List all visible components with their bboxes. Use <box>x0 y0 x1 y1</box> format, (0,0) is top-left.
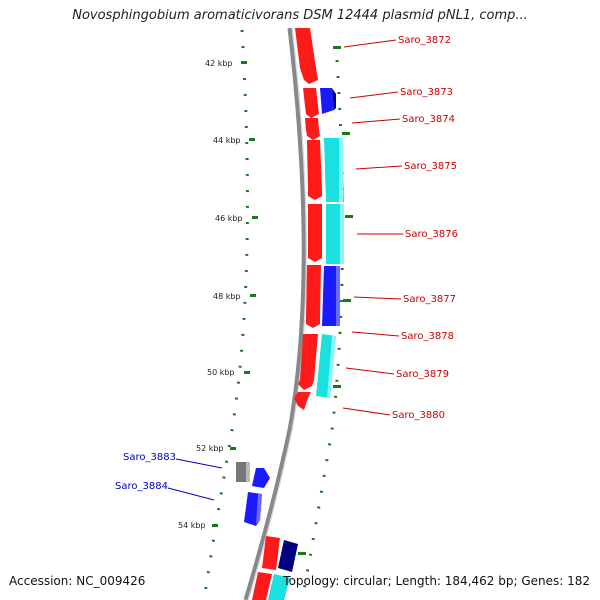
gene-red-3872 <box>295 28 318 84</box>
outer-marker-ticks <box>298 46 353 555</box>
gene-label-saro-3875: Saro_3875 <box>404 161 457 172</box>
gene-label-saro-3877: Saro_3877 <box>403 294 456 305</box>
gene-label-saro-3874: Saro_3874 <box>402 114 455 125</box>
gene-red-bottom-2 <box>252 572 272 600</box>
tick-label-50: 50 kbp <box>207 368 235 377</box>
gene-red-3874 <box>305 118 320 140</box>
plasmid-backbone <box>243 27 307 600</box>
gene-label-saro-3872: Saro_3872 <box>398 35 451 46</box>
tick-label-42: 42 kbp <box>205 59 233 68</box>
accession-text: Accession: NC_009426 <box>9 574 146 588</box>
gene-label-saro-3884: Saro_3884 <box>115 481 168 492</box>
gene-label-saro-3879: Saro_3879 <box>396 369 449 380</box>
gene-blue-3873 <box>320 88 336 114</box>
gene-red-3875 <box>307 140 322 200</box>
gene-red-3879 <box>298 334 318 390</box>
gene-labels: Saro_3872 Saro_3873 Saro_3874 Saro_3875 … <box>115 35 458 492</box>
gene-red-bottom-1 <box>262 536 280 570</box>
tick-label-48: 48 kbp <box>213 292 241 301</box>
gene-navy-bottom <box>278 540 298 572</box>
ticks <box>212 61 258 527</box>
gene-gray-3883 <box>236 462 250 482</box>
summary-text: Topology: circular; Length: 184,462 bp; … <box>283 574 590 588</box>
gene-blue-3877 <box>322 266 340 326</box>
map-title: Novosphingobium aromaticivorans DSM 1244… <box>72 8 528 23</box>
gene-cyan-3876 <box>326 204 344 264</box>
gene-label-saro-3883: Saro_3883 <box>123 452 176 463</box>
gene-cyan-bottom <box>268 574 290 600</box>
gene-label-saro-3880: Saro_3880 <box>392 410 445 421</box>
tick-label-46: 46 kbp <box>215 214 243 223</box>
gene-cyan-3879 <box>316 334 336 398</box>
gene-red-3876 <box>308 204 322 262</box>
tick-label-44: 44 kbp <box>213 136 241 145</box>
gene-cyan-3875 <box>324 138 344 202</box>
gene-label-saro-3876: Saro_3876 <box>405 229 458 240</box>
gc-dot-track-inner <box>202 29 249 600</box>
gene-blue-3883 <box>252 468 270 488</box>
gene-red-3873 <box>303 88 319 118</box>
label-leader-lines <box>167 39 403 501</box>
gene-blue-3884 <box>244 492 262 526</box>
tick-label-54: 54 kbp <box>178 521 206 530</box>
gene-red-3880 <box>294 392 311 410</box>
gene-label-saro-3878: Saro_3878 <box>401 331 454 342</box>
tick-labels: 42 kbp 44 kbp 46 kbp 48 kbp 50 kbp 52 kb… <box>178 59 243 530</box>
gene-red-3877 <box>306 265 321 328</box>
tick-label-52: 52 kbp <box>196 444 224 453</box>
gene-label-saro-3873: Saro_3873 <box>400 87 453 98</box>
